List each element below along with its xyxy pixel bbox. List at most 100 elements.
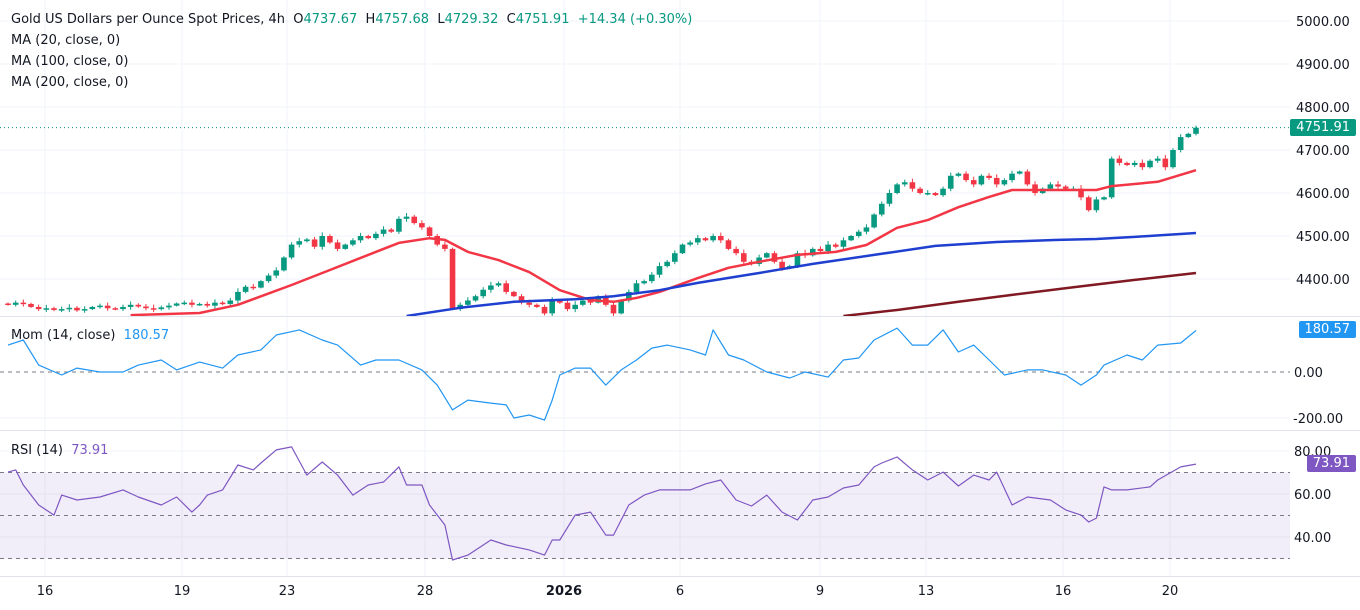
- legend-momentum[interactable]: Mom (14, close) 180.57: [11, 325, 169, 346]
- candle-up: [342, 244, 349, 249]
- time-label: 13: [918, 584, 935, 599]
- candle-up: [173, 303, 180, 306]
- high-value: 4757.68: [375, 12, 430, 27]
- ma200-line: [843, 271, 1197, 316]
- candle-up: [1047, 184, 1054, 189]
- candle-down: [112, 308, 119, 310]
- candle-down: [388, 229, 395, 232]
- candle-down: [449, 248, 456, 310]
- candle-up: [679, 244, 686, 254]
- mom-label: Mom (14, close): [11, 328, 116, 343]
- candle-up: [955, 173, 962, 176]
- candle-up: [1185, 133, 1192, 138]
- candle-up: [296, 241, 303, 245]
- candle-down: [1139, 162, 1146, 168]
- candle-down: [219, 302, 226, 305]
- candle-down: [51, 308, 57, 310]
- candle-up: [763, 253, 770, 258]
- candle-down: [1162, 158, 1169, 168]
- candle-up: [472, 296, 479, 301]
- candle-up: [480, 289, 486, 297]
- candle-down: [917, 188, 923, 193]
- candle-down: [426, 227, 433, 236]
- symbol-title: Gold US Dollars per Ounce Spot Prices, 4…: [11, 12, 285, 27]
- candle-up: [89, 306, 96, 310]
- grid-lines: [0, 0, 1290, 576]
- price-tick: 4500.00: [1296, 230, 1350, 245]
- legend-ma200[interactable]: MA (200, close, 0): [11, 75, 129, 90]
- legend-ma100[interactable]: MA (100, close, 0): [11, 54, 129, 69]
- candle-up: [947, 175, 954, 189]
- candle-down: [963, 173, 969, 181]
- candle-down: [534, 304, 540, 307]
- candle-up: [281, 257, 287, 271]
- candle-down: [909, 182, 916, 189]
- candle-down: [557, 300, 563, 303]
- candle-up: [43, 308, 50, 310]
- candle-up: [626, 291, 632, 301]
- legend-ma20[interactable]: MA (20, close, 0): [11, 33, 121, 48]
- low-value: 4729.32: [444, 12, 499, 27]
- candle-up: [196, 303, 203, 306]
- candle-up: [97, 305, 103, 308]
- candle-up: [212, 302, 218, 306]
- candle-down: [135, 304, 142, 307]
- candle-up: [863, 227, 870, 232]
- candle-down: [442, 244, 448, 249]
- candle-up: [304, 239, 310, 242]
- momentum-pane[interactable]: [0, 327, 1290, 421]
- candle-up: [978, 175, 985, 185]
- candle-up: [1193, 127, 1199, 134]
- candle-down: [932, 193, 939, 196]
- price-tick: 4600.00: [1296, 187, 1350, 202]
- candle-up: [1147, 160, 1153, 168]
- rsi-line: [7, 446, 1197, 561]
- open-label: O: [293, 12, 304, 27]
- mom-value: 180.57: [123, 328, 170, 343]
- low-label: L: [437, 12, 445, 27]
- price-tick: 4700.00: [1296, 144, 1350, 159]
- rsi-value: 73.91: [71, 443, 109, 458]
- candle-down: [511, 291, 517, 297]
- change-value: +14.34 (+0.30%): [577, 12, 693, 27]
- candle-down: [1078, 188, 1084, 198]
- candle-up: [687, 242, 693, 245]
- candle-down: [817, 248, 824, 252]
- candle-down: [35, 306, 42, 310]
- candle-up: [120, 306, 126, 310]
- axes: 5000.00 4900.00 4800.00 4700.00 4600.00 …: [37, 15, 1350, 599]
- price-tick: 4900.00: [1296, 58, 1350, 73]
- high-label: H: [365, 12, 376, 27]
- candle-up: [319, 236, 326, 247]
- candle-up: [572, 304, 578, 310]
- symbol-legend[interactable]: Gold US Dollars per Ounce Spot Prices, 4…: [11, 9, 692, 30]
- time-label: 16: [37, 584, 54, 599]
- candle-down: [986, 175, 992, 178]
- candle-down: [334, 242, 341, 249]
- candle-down: [526, 302, 532, 305]
- candle-up: [1016, 171, 1023, 174]
- rsi-pane[interactable]: [7, 446, 1197, 561]
- candle-up: [58, 309, 65, 311]
- candle-up: [242, 286, 249, 292]
- legend-rsi[interactable]: RSI (14) 73.91: [11, 440, 108, 461]
- candle-down: [189, 302, 195, 305]
- candle-down: [1124, 162, 1130, 166]
- candle-up: [1154, 158, 1161, 161]
- candle-up: [695, 238, 701, 243]
- mom-tick: 0.00: [1294, 366, 1323, 381]
- candle-up: [901, 182, 908, 185]
- candle-down: [771, 253, 778, 262]
- candle-up: [495, 283, 502, 286]
- candle-up: [886, 193, 893, 204]
- open-value: 4737.67: [303, 12, 358, 27]
- candle-up: [894, 184, 900, 193]
- candle-down: [1024, 171, 1031, 185]
- candle-up: [166, 305, 172, 308]
- candle-down: [970, 180, 977, 185]
- momentum-line: [7, 327, 1197, 421]
- price-pane[interactable]: [0, 125, 1290, 317]
- candle-down: [1032, 184, 1038, 193]
- candle-up: [235, 291, 241, 301]
